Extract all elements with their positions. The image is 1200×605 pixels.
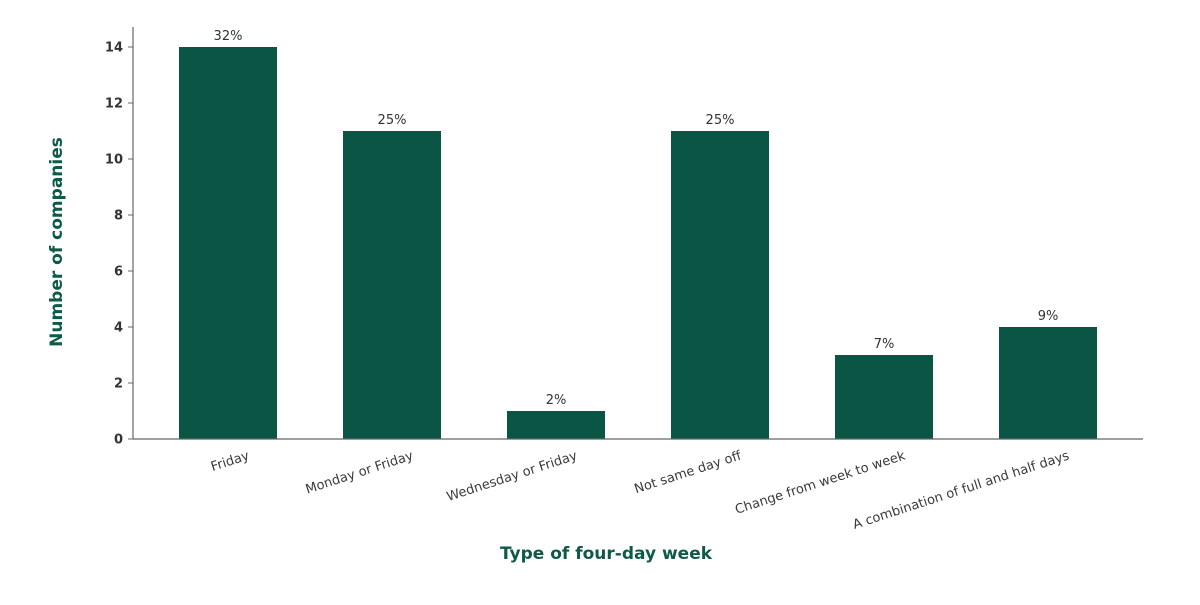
bars bbox=[179, 47, 1097, 439]
y-tick-label: 2 bbox=[114, 377, 123, 392]
x-category-label: Wednesday or Friday bbox=[445, 448, 579, 504]
y-tick-label: 14 bbox=[105, 41, 123, 56]
bar bbox=[507, 411, 605, 439]
y-tick-label: 10 bbox=[105, 153, 123, 168]
bar bbox=[835, 355, 933, 439]
x-category-label: Monday or Friday bbox=[304, 448, 416, 497]
bar-value-label: 2% bbox=[546, 393, 567, 408]
bar bbox=[343, 131, 441, 439]
y-tick-label: 8 bbox=[114, 209, 123, 224]
y-tick-label: 4 bbox=[114, 321, 123, 336]
x-axis-title: Type of four-day week bbox=[500, 544, 713, 564]
bar-value-label: 7% bbox=[874, 337, 895, 352]
y-tick-label: 0 bbox=[114, 433, 123, 448]
x-category-label: Not same day off bbox=[633, 448, 745, 497]
bar bbox=[179, 47, 277, 439]
x-category-label: Friday bbox=[209, 448, 251, 475]
y-axis-ticks: 0 2 4 6 8 10 12 14 bbox=[105, 41, 133, 448]
y-tick-label: 6 bbox=[114, 265, 123, 280]
x-category-label: Change from week to week bbox=[733, 448, 907, 517]
bar bbox=[999, 327, 1097, 439]
bar-value-label: 32% bbox=[214, 29, 243, 44]
y-tick-label: 12 bbox=[105, 97, 123, 112]
data-labels: 32% 25% 2% 25% 7% 9% bbox=[214, 29, 1059, 408]
bar bbox=[671, 131, 769, 439]
y-axis-title: Number of companies bbox=[47, 137, 67, 347]
bar-value-label: 9% bbox=[1038, 309, 1059, 324]
x-axis-category-labels: Friday Monday or Friday Wednesday or Frida… bbox=[209, 448, 1071, 533]
bar-value-label: 25% bbox=[378, 113, 407, 128]
bar-value-label: 25% bbox=[706, 113, 735, 128]
